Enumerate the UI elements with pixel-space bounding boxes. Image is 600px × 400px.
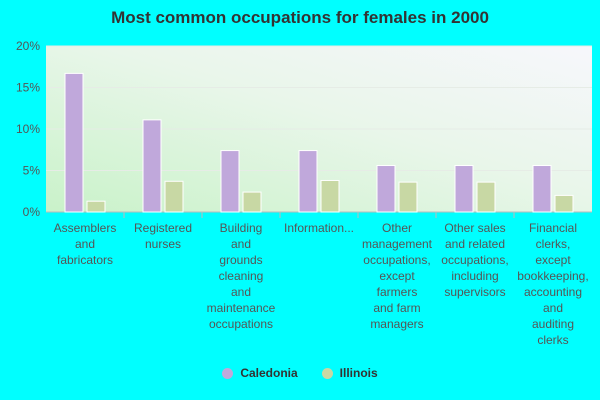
x-tick-label-line: nurses — [145, 237, 181, 251]
y-tick-label: 10% — [16, 122, 40, 136]
y-tick-label: 20% — [16, 39, 40, 53]
legend-item-caledonia: Caledonia — [222, 366, 298, 380]
x-tick-label: Financial clerks, except bookkeeping, accoun… — [517, 221, 588, 347]
legend-swatch-illinois — [321, 367, 333, 379]
chart-title: Most common occupations for females in 2… — [111, 8, 489, 27]
bar-illinois-4 — [398, 181, 418, 213]
bar-illinois-3 — [320, 179, 340, 213]
x-tick-label-line: Registered — [134, 221, 192, 235]
bar-illinois-0 — [86, 200, 106, 213]
x-tick-label-line: occupations, — [441, 253, 508, 267]
bar-caledonia-2 — [220, 150, 240, 213]
bar-caledonia-6 — [532, 165, 552, 213]
x-tick-label-line: except — [535, 253, 571, 267]
bar-illinois-6 — [554, 194, 574, 213]
x-tick-label-line: fabricators — [57, 253, 113, 267]
legend-label-caledonia: Caledonia — [240, 366, 298, 380]
x-tick-label-line: and — [543, 301, 563, 315]
x-tick-label-line: occupations — [209, 317, 273, 331]
y-tick-label: 0% — [23, 205, 41, 219]
x-tick-label-line: bookkeeping, — [517, 269, 588, 283]
bar-caledonia-1 — [142, 119, 162, 213]
x-tick-label-line: maintenance — [207, 301, 276, 315]
x-tick-label: Registered nurses — [134, 221, 192, 251]
bar-illinois-1 — [164, 180, 184, 213]
x-tick-label-line: farmers — [377, 285, 418, 299]
x-tick-label-line: grounds — [219, 253, 262, 267]
x-tick-label-line: Building — [220, 221, 263, 235]
x-tick-label: Other management occupations, except farmers… — [362, 221, 433, 331]
x-tick-label-line: managers — [370, 317, 423, 331]
legend-label-illinois: Illinois — [339, 366, 378, 380]
x-tick-label-line: cleaning — [219, 269, 264, 283]
bar-caledonia-4 — [376, 165, 396, 213]
x-tick-label-line: Other sales — [444, 221, 505, 235]
x-tick-label-line: accounting — [524, 285, 582, 299]
x-tick-label-line: and — [231, 285, 251, 299]
x-tick-label-line: except — [379, 269, 415, 283]
x-tick-label-line: auditing — [532, 317, 574, 331]
legend-swatch-caledonia — [222, 367, 234, 379]
bar-caledonia-3 — [298, 150, 318, 213]
bar-caledonia-5 — [454, 165, 474, 213]
x-tick-label-line: management — [362, 237, 433, 251]
x-tick-label-line: Information... — [284, 221, 354, 235]
bar-illinois-5 — [476, 181, 496, 213]
chart-legend: Caledonia Illinois — [0, 366, 600, 380]
x-tick-label: Building and grounds cleaning and maintenance… — [207, 221, 276, 331]
x-tick-label-line: clerks — [537, 333, 568, 347]
x-tick-label: Information... — [284, 221, 354, 235]
x-tick-label-line: including — [451, 269, 498, 283]
x-tick-label-line: and farm — [373, 301, 420, 315]
x-tick-label: Assemblers and fabricators — [54, 221, 117, 267]
x-tick-label-line: and — [75, 237, 95, 251]
x-tick-label-line: and related — [445, 237, 505, 251]
x-tick-label-line: supervisors — [444, 285, 505, 299]
bar-caledonia-0 — [64, 72, 84, 213]
legend-item-illinois: Illinois — [321, 366, 378, 380]
y-tick-label: 15% — [16, 81, 40, 95]
x-tick-label-line: Financial — [529, 221, 577, 235]
bar-illinois-2 — [242, 191, 262, 213]
y-tick-label: 5% — [23, 164, 41, 178]
x-tick-label-line: Other — [382, 221, 412, 235]
x-tick-label-line: occupations, — [363, 253, 430, 267]
x-tick-label-line: clerks, — [536, 237, 571, 251]
x-tick-label-line: Assemblers — [54, 221, 117, 235]
x-tick-label: Other sales and related occupations, includ… — [441, 221, 508, 299]
x-tick-label-line: and — [231, 237, 251, 251]
